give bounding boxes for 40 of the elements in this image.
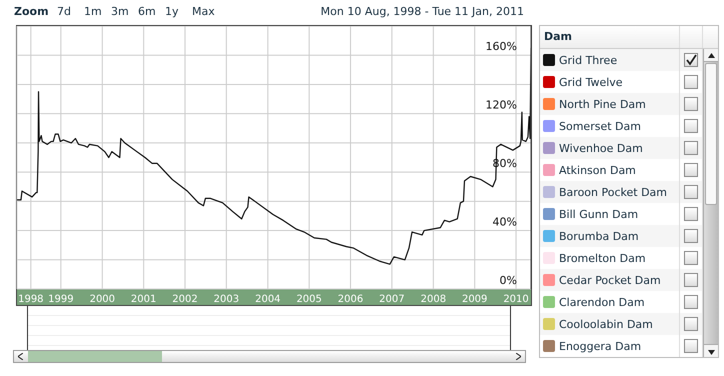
legend-title: Dam [540, 26, 680, 48]
legend-label: Somerset Dam [559, 120, 641, 132]
x-tick-label: 2001 [130, 294, 156, 305]
legend-label: Baroon Pocket Dam [559, 186, 667, 198]
x-tick-label: 2005 [296, 294, 322, 305]
legend-label: Atkinson Dam [559, 164, 636, 176]
x-tick-label: 1999 [48, 294, 74, 305]
legend-label: North Pine Dam [559, 98, 646, 110]
text: 1y [165, 5, 179, 18]
legend-label: Borumba Dam [559, 230, 639, 242]
x-tick-label: 2008 [420, 294, 446, 305]
text: 1m [84, 5, 102, 18]
legend-label: Wivenhoe Dam [559, 142, 643, 154]
x-tick-label: 2009 [462, 294, 488, 305]
x-tick-label: 2000 [90, 294, 116, 305]
text: Max [192, 5, 215, 18]
text: Zoom [14, 5, 49, 18]
text: 6m [138, 5, 156, 18]
text: 3m [111, 5, 129, 18]
text: 7d [57, 5, 71, 18]
text: Mon 10 Aug, 1998 - Tue 11 Jan, 2011 [320, 5, 524, 18]
y-tick-label: 160% [486, 40, 517, 54]
legend-label: Cedar Pocket Dam [559, 274, 661, 286]
legend-label: Grid Three [559, 54, 618, 66]
legend-label: Grid Twelve [559, 76, 623, 88]
x-tick-label: 1998 [18, 294, 44, 305]
x-tick-label: 2004 [255, 294, 281, 305]
x-tick-label: 2006 [338, 294, 364, 305]
x-tick-label: 2007 [379, 294, 405, 305]
legend-label: Bill Gunn Dam [559, 208, 638, 220]
legend-label: Enoggera Dam [559, 340, 642, 352]
y-tick-label: 0% [500, 274, 517, 287]
x-tick-label: 2003 [214, 294, 240, 305]
legend-label: Clarendon Dam [559, 296, 645, 308]
x-tick-label: 2002 [172, 294, 198, 305]
x-tick-label: 2010 [503, 294, 529, 305]
y-tick-label: 40% [492, 216, 517, 229]
legend-label: Cooloolabin Dam [559, 318, 653, 330]
y-tick-label: 120% [486, 98, 517, 112]
legend-label: Bromelton Dam [559, 252, 646, 264]
